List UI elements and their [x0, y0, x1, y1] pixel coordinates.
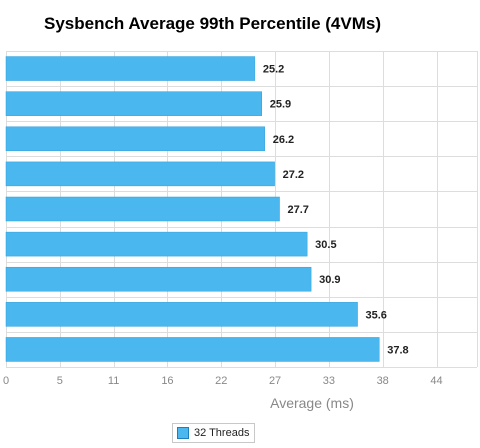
data-label: 37.8	[387, 344, 408, 356]
data-label: 27.7	[288, 204, 309, 216]
bar-layer	[5, 56, 380, 362]
data-label: 26.2	[273, 134, 294, 146]
tick-layer: 0 5 11 16 22 27 33 38 44	[3, 375, 443, 387]
bar[interactable]	[5, 266, 312, 292]
data-label: 30.5	[315, 239, 336, 251]
x-tick-label: 0	[3, 375, 9, 387]
data-label: 30.9	[319, 274, 340, 286]
data-label-layer: 25.2 25.9 26.2 27.2 27.7 30.5 30.9 35.6 37.8	[263, 64, 409, 357]
bar[interactable]	[5, 56, 256, 81]
bar[interactable]	[5, 161, 275, 187]
bar[interactable]	[5, 337, 380, 362]
x-tick-label: 33	[323, 375, 335, 387]
data-label: 25.2	[263, 64, 284, 76]
x-tick-label: 22	[215, 375, 227, 387]
x-axis-title: Average (ms)	[270, 395, 354, 411]
data-label: 25.9	[270, 99, 291, 111]
x-tick-label: 11	[108, 375, 119, 387]
bar[interactable]	[5, 231, 308, 257]
x-tick-label: 38	[377, 375, 389, 387]
data-label: 35.6	[366, 309, 387, 321]
x-tick-label: 27	[269, 375, 281, 387]
bar[interactable]	[5, 196, 280, 222]
x-tick-label: 16	[161, 375, 173, 387]
chart-title: Sysbench Average 99th Percentile (4VMs)	[44, 14, 381, 33]
legend-label: 32 Threads	[194, 427, 250, 439]
bar[interactable]	[5, 91, 262, 116]
x-tick-label: 5	[57, 375, 63, 387]
bar[interactable]	[5, 302, 358, 327]
legend-swatch	[177, 427, 189, 439]
data-label: 27.2	[283, 169, 304, 181]
x-tick-label: 44	[430, 375, 442, 387]
bar[interactable]	[5, 126, 265, 152]
legend[interactable]: 32 Threads	[172, 423, 256, 443]
